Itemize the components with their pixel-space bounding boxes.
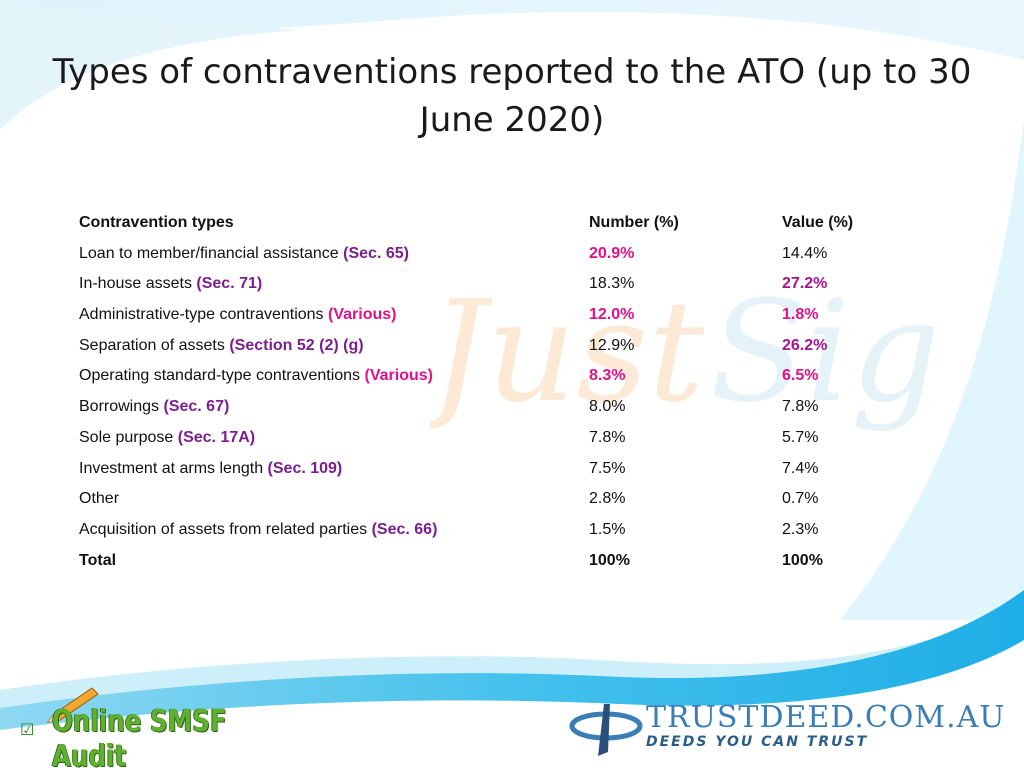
row-label: Sole purpose: [79, 428, 174, 446]
online-smsf-audit-logo: ☑ Online SMSF Audit: [18, 686, 348, 774]
trustdeed-tagline: DEEDS YOU CAN TRUST: [646, 734, 869, 750]
row-label: Administrative-type contraventions: [79, 306, 324, 324]
row-label-cell: Investment at arms length (Sec. 109): [79, 460, 342, 478]
row-label: Borrowings: [79, 398, 160, 416]
row-section: (Sec. 67): [163, 398, 230, 416]
table-row: Borrowings (Sec. 67) 8.0% 7.8%: [79, 392, 959, 423]
trustdeed-logo: TRUSTDEED.COM.AU DEEDS YOU CAN TRUST: [568, 698, 1005, 760]
row-number: 20.9%: [589, 244, 635, 262]
row-label-cell: Operating standard-type contraventions (…: [79, 367, 433, 385]
row-number: 2.8%: [589, 490, 626, 508]
svg-text:Just: Just: [430, 271, 705, 434]
watermark-logo: Just Sign: [430, 271, 950, 434]
row-value: 14.4%: [782, 244, 828, 262]
row-label: Operating standard-type contraventions: [79, 367, 361, 385]
row-number: 7.5%: [589, 459, 626, 477]
total-value: 100%: [782, 551, 823, 569]
header-value: Value (%): [782, 214, 854, 231]
header-contravention-types: Contravention types: [79, 214, 234, 231]
table-row: In-house assets (Sec. 71) 18.3% 27.2%: [79, 269, 959, 300]
row-section: (Section 52 (2) (g): [229, 336, 364, 354]
row-value: 0.7%: [782, 490, 819, 508]
row-section: (Various): [328, 306, 397, 324]
row-label: Investment at arms length: [79, 459, 264, 477]
online-smsf-audit-text: Online SMSF Audit: [52, 704, 227, 774]
contraventions-table: Contravention types Number (%) Value (%)…: [79, 208, 959, 576]
row-value: 1.8%: [782, 306, 819, 324]
pencil-icon: [46, 687, 99, 723]
row-label-cell: Separation of assets (Section 52 (2) (g): [79, 337, 364, 355]
slide-title: Types of contraventions reported to the …: [52, 52, 972, 140]
row-label-cell: Borrowings (Sec. 67): [79, 398, 229, 416]
row-label: Other: [79, 490, 120, 508]
row-label-cell: Acquisition of assets from related parti…: [79, 521, 437, 539]
row-section: (Various): [364, 367, 433, 385]
table-total-row: Total 100% 100%: [79, 546, 959, 577]
row-label: In-house assets: [79, 275, 192, 293]
trustdeed-mark-icon: [569, 704, 643, 756]
row-label-cell: Sole purpose (Sec. 17A): [79, 429, 255, 447]
header-number: Number (%): [589, 214, 679, 231]
row-label-cell: Administrative-type contraventions (Vari…: [79, 306, 396, 324]
row-number: 8.3%: [589, 367, 626, 385]
row-section: (Sec. 109): [267, 459, 343, 477]
row-number: 8.0%: [589, 398, 626, 416]
row-number: 7.8%: [589, 428, 626, 446]
row-label-cell: Loan to member/financial assistance (Sec…: [79, 245, 409, 263]
row-label: Separation of assets: [79, 336, 225, 354]
row-value: 7.4%: [782, 459, 819, 477]
table-row: Separation of assets (Section 52 (2) (g)…: [79, 331, 959, 362]
row-value: 27.2%: [782, 275, 828, 293]
row-number: 18.3%: [589, 275, 635, 293]
checkbox-icon: ☑: [20, 720, 35, 739]
row-value: 6.5%: [782, 367, 819, 385]
row-value: 5.7%: [782, 428, 819, 446]
row-section: (Sec. 71): [196, 275, 263, 293]
row-label: Acquisition of assets from related parti…: [79, 520, 368, 538]
total-number: 100%: [589, 551, 630, 569]
row-number: 12.9%: [589, 336, 635, 354]
row-value: 26.2%: [782, 336, 828, 354]
svg-text:Sign: Sign: [710, 271, 950, 434]
row-label-cell: Other: [79, 490, 119, 508]
row-value: 7.8%: [782, 398, 819, 416]
table-row: Investment at arms length (Sec. 109) 7.5…: [79, 454, 959, 485]
row-value: 2.3%: [782, 520, 819, 538]
table-row: Operating standard-type contraventions (…: [79, 361, 959, 392]
table-row: Acquisition of assets from related parti…: [79, 515, 959, 546]
row-number: 1.5%: [589, 520, 626, 538]
table-row: Sole purpose (Sec. 17A) 7.8% 5.7%: [79, 423, 959, 454]
table-header-row: Contravention types Number (%) Value (%): [79, 208, 959, 239]
table-row: Other 2.8% 0.7%: [79, 484, 959, 515]
row-section: (Sec. 65): [343, 244, 409, 262]
total-label: Total: [79, 551, 117, 569]
row-label-cell: In-house assets (Sec. 71): [79, 275, 262, 293]
trustdeed-text: TRUSTDEED.COM.AU: [646, 700, 1006, 735]
row-section: (Sec. 66): [371, 520, 438, 538]
table-row: Administrative-type contraventions (Vari…: [79, 300, 959, 331]
row-number: 12.0%: [589, 306, 635, 324]
table-row: Loan to member/financial assistance (Sec…: [79, 239, 959, 270]
row-section: (Sec. 17A): [177, 428, 256, 446]
row-label: Loan to member/financial assistance: [79, 244, 339, 262]
